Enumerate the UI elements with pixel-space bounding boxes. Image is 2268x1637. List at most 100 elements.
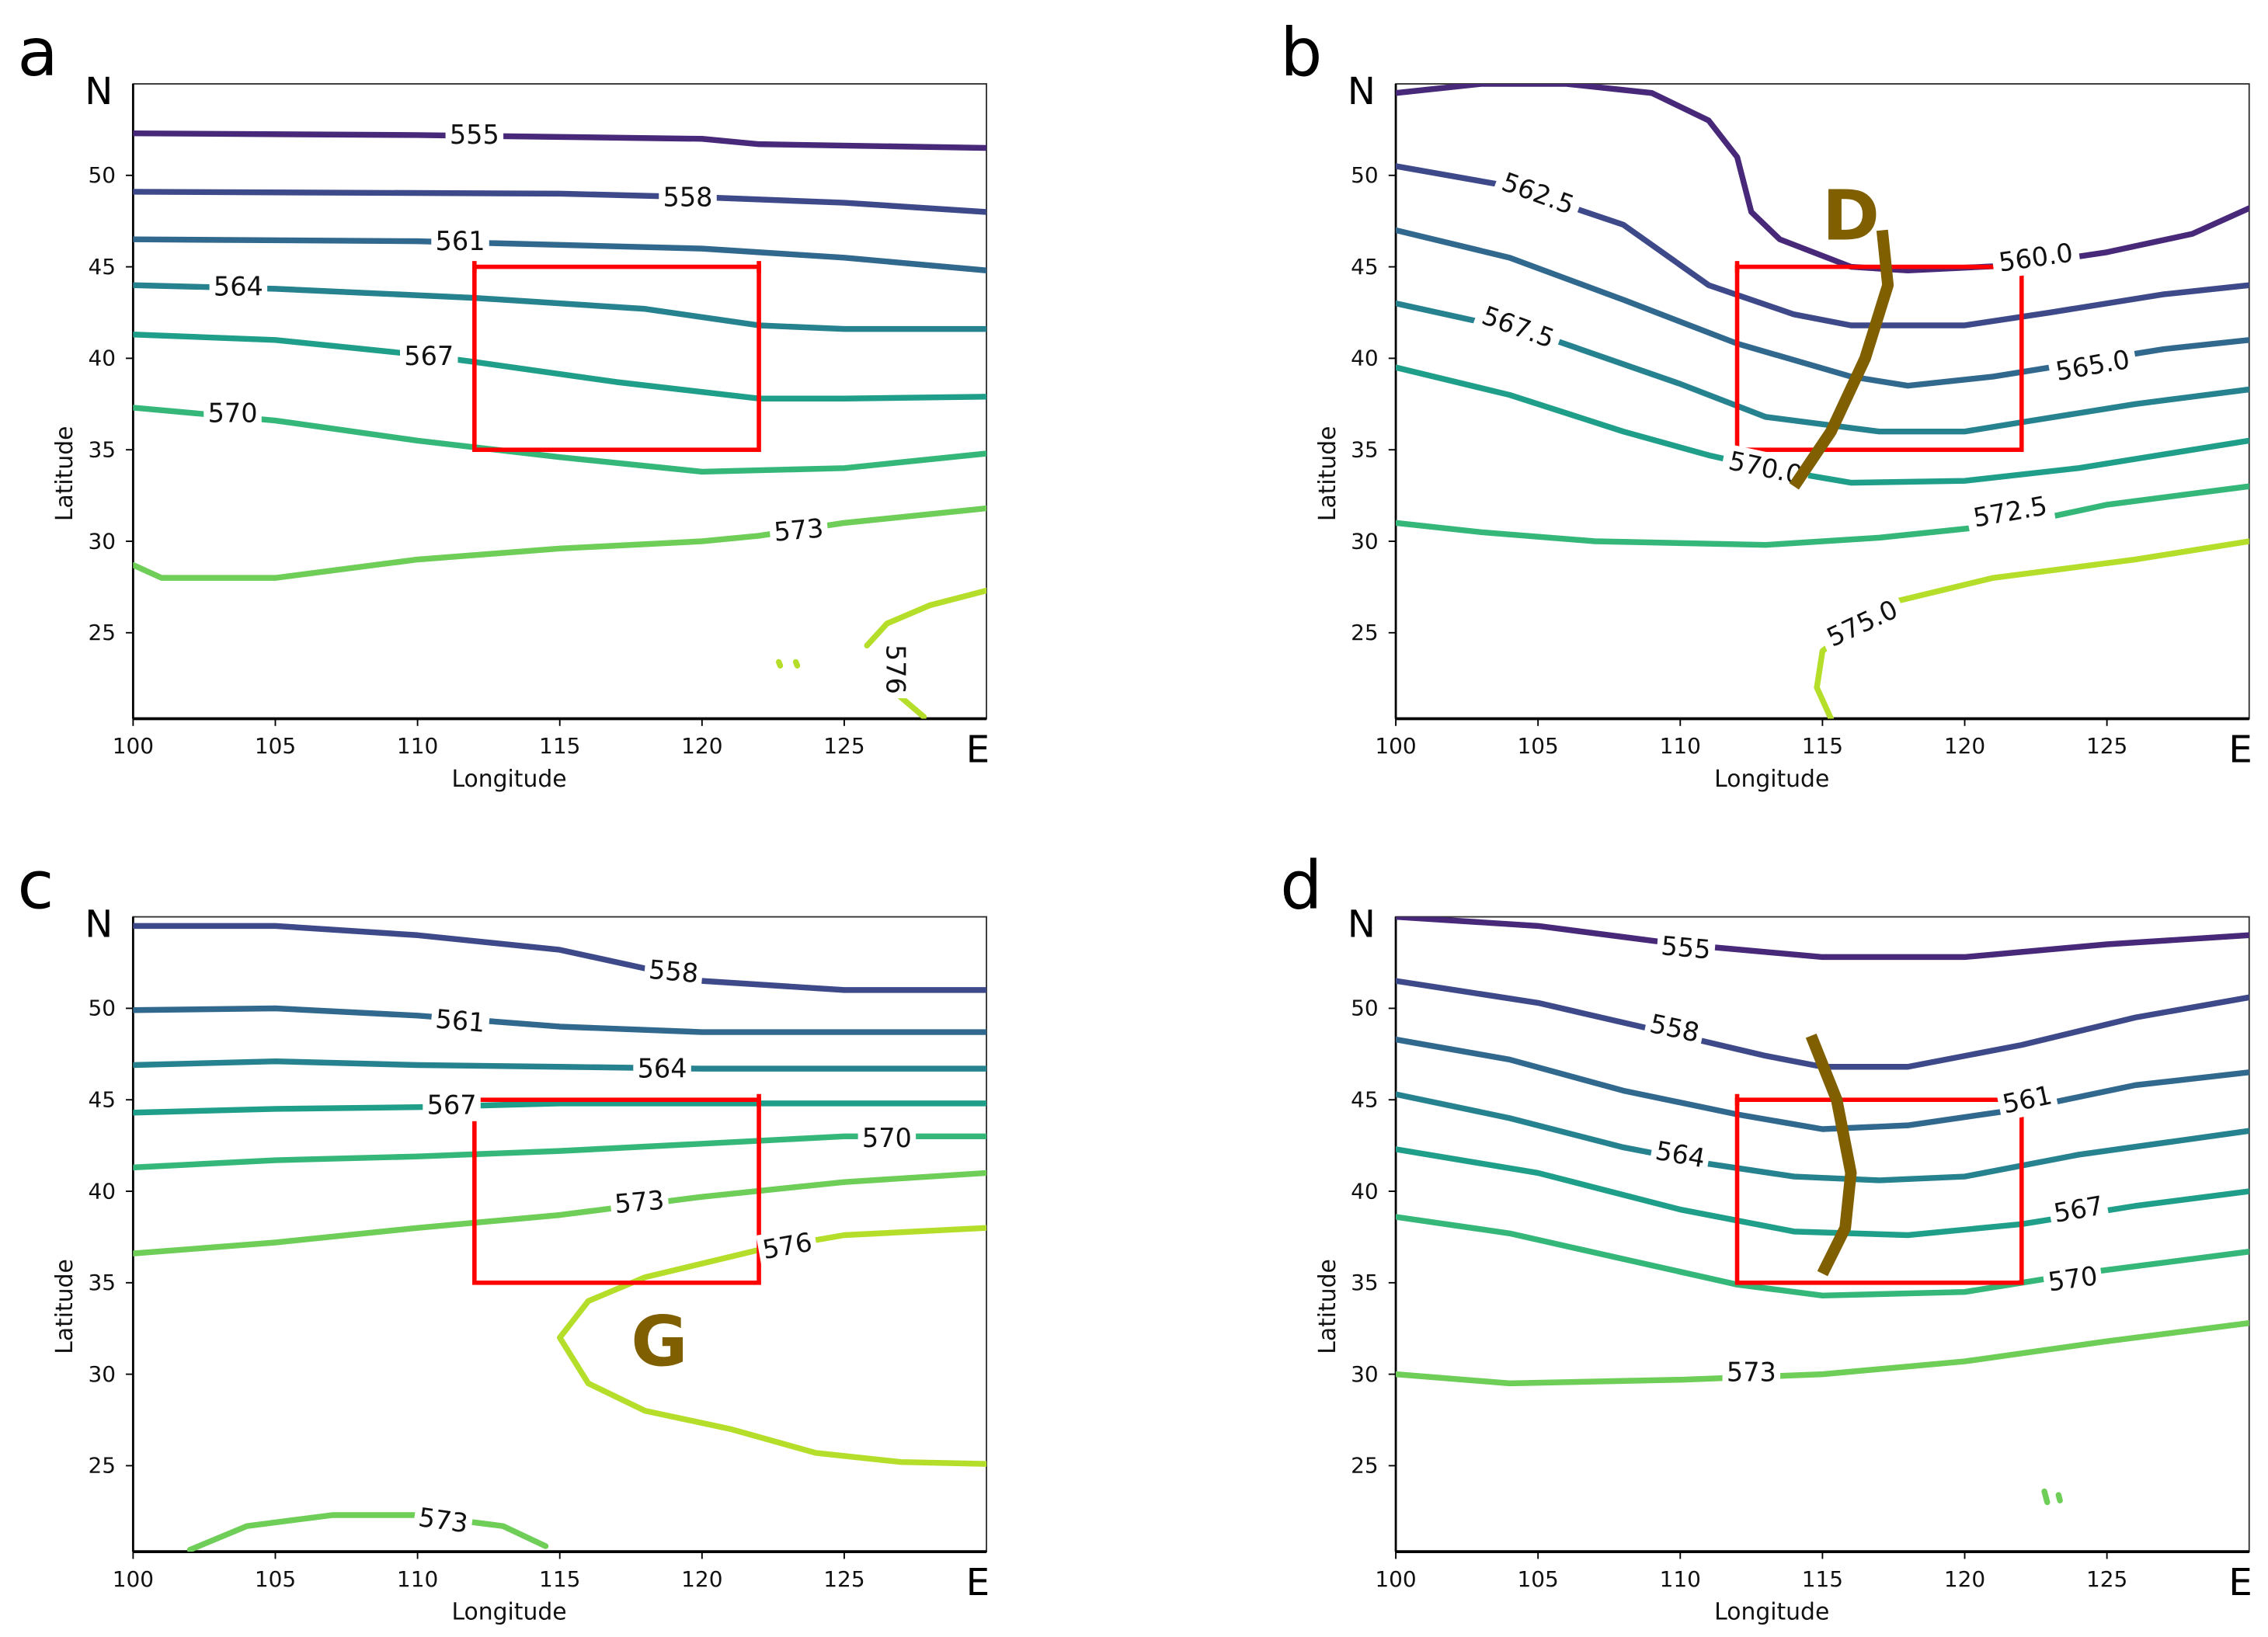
contour-label: 558 — [648, 954, 700, 989]
contour-label-bg — [1649, 1134, 1712, 1176]
y-axis-label: Latitude — [1314, 426, 1341, 522]
trough-label: D — [1822, 176, 1880, 256]
contour-label: 573 — [773, 513, 825, 547]
contour-label: 555 — [1660, 930, 1712, 964]
x-tick-label: 100 — [1375, 1566, 1416, 1592]
contour-label-group: 573 — [609, 1183, 670, 1221]
x-tick-label: 120 — [1944, 733, 1985, 759]
contour-label-bg — [1816, 590, 1908, 657]
x-tick-label: 120 — [1944, 1566, 1985, 1592]
contour-label-bg — [659, 181, 717, 214]
contour-line-572.5 — [1396, 483, 2249, 548]
x-axis-label: Longitude — [1714, 766, 1829, 793]
contour-label-bg — [1990, 235, 2082, 280]
panel-d: 100 105 110 115 120 125 25 30 35 40 45 50 Longitude L… — [1280, 846, 2252, 1625]
trough-axis-arc — [1789, 229, 1894, 490]
contour-label-bg — [423, 1089, 481, 1121]
x-tick-label: 100 — [113, 1566, 154, 1592]
x-tick-label: 105 — [255, 733, 296, 759]
contour-line-573 — [133, 1170, 987, 1256]
contour-line-573 — [1396, 1319, 2249, 1387]
contour-label-group: 567 — [423, 1089, 481, 1121]
contour-line-561 — [1396, 1036, 2249, 1132]
x-axis-label: Longitude — [451, 766, 566, 793]
contour-label: 564 — [638, 1053, 687, 1083]
panel-letter: b — [1280, 14, 1322, 92]
panel-letter: d — [1280, 846, 1322, 924]
contour-label-group: 576 — [756, 1225, 819, 1267]
contour-label: 555 — [450, 120, 499, 150]
contour-label: 570 — [208, 398, 258, 428]
contour-label-bg — [1491, 164, 1584, 224]
contour-label-bg — [643, 953, 704, 990]
contour-line-573 — [186, 1512, 549, 1552]
contour-label: 564 — [214, 272, 263, 302]
contour-line-570 — [133, 405, 987, 475]
contour-label-group: 567 — [400, 340, 458, 373]
contour-line-558 — [133, 923, 987, 993]
x-tick-label: 105 — [1518, 733, 1559, 759]
y-tick-label: 50 — [88, 996, 116, 1021]
contour-label: 558 — [663, 182, 713, 212]
contour-label-group: 564 — [209, 271, 268, 303]
y-tick-label: 40 — [88, 346, 116, 371]
contour-label: 570 — [2046, 1260, 2099, 1298]
y-tick-label: 50 — [1351, 162, 1379, 188]
contour-label: 570 — [862, 1123, 912, 1153]
x-tick-label: 125 — [823, 1566, 864, 1592]
region-box — [1734, 1097, 2024, 1285]
contour-line-555 — [133, 130, 987, 151]
contour-fragment-573 — [2055, 1492, 2063, 1503]
panel-letter: a — [17, 14, 58, 92]
contour-line-564 — [133, 1058, 987, 1072]
contour-label-group: 570 — [2041, 1259, 2104, 1299]
y-tick-label: 45 — [1351, 254, 1379, 280]
x-tick-label: 100 — [113, 733, 154, 759]
y-tick-label: 30 — [1351, 1361, 1379, 1387]
contour-label-bg — [756, 1225, 819, 1267]
x-axis-label: Longitude — [451, 1599, 566, 1626]
y-tick-label: 45 — [88, 1087, 116, 1113]
contour-lines — [133, 923, 987, 1552]
contour-label-bg — [445, 119, 504, 151]
contour-label-bg — [879, 640, 912, 699]
contour-label-bg — [400, 340, 458, 373]
x-tick-label: 110 — [397, 1566, 438, 1592]
contour-label-group: 555 — [1655, 930, 1717, 967]
panel-b: 100 105 110 115 120 125 25 30 35 40 45 50 Longitude L… — [1280, 14, 2252, 793]
east-label: E — [966, 1561, 990, 1604]
contour-label-bg — [1722, 1356, 1781, 1388]
contour-line-561 — [133, 236, 987, 273]
region-box — [472, 1097, 761, 1285]
panel-letter: c — [17, 846, 54, 924]
north-label: N — [1348, 903, 1376, 947]
contour-label-bg — [2047, 342, 2138, 389]
y-tick-label: 25 — [88, 620, 116, 645]
contour-line-567 — [1396, 1146, 2249, 1239]
contour-label-group: 573 — [412, 1500, 475, 1541]
contour-label: 561 — [434, 1003, 486, 1037]
contour-label-bg — [1643, 1006, 1706, 1051]
contour-label: 561 — [436, 226, 485, 256]
north-label: N — [85, 70, 113, 113]
contour-label-group: 561 — [431, 225, 489, 258]
y-tick-label: 45 — [88, 254, 116, 280]
contour-label-bg — [633, 1052, 691, 1085]
contour-label-group: 565.0 — [2047, 342, 2138, 389]
x-tick-label: 115 — [1802, 733, 1843, 759]
contour-fragment-576 — [775, 659, 784, 669]
y-tick-label: 25 — [1351, 1453, 1379, 1479]
x-tick-label: 125 — [823, 733, 864, 759]
x-tick-label: 115 — [539, 1566, 580, 1592]
x-tick-label: 110 — [1660, 1566, 1701, 1592]
x-tick-label: 110 — [1660, 733, 1701, 759]
contour-label: 576 — [881, 645, 911, 694]
contour-line-567.5 — [1396, 300, 2249, 435]
contour-label-bg — [857, 1122, 917, 1155]
contour-label-group: 570 — [203, 397, 262, 429]
y-axis-label: Latitude — [51, 1259, 78, 1354]
contour-label: 567 — [404, 341, 454, 371]
contour-label-bg — [430, 1003, 491, 1040]
contour-label-group: 558 — [643, 953, 704, 990]
